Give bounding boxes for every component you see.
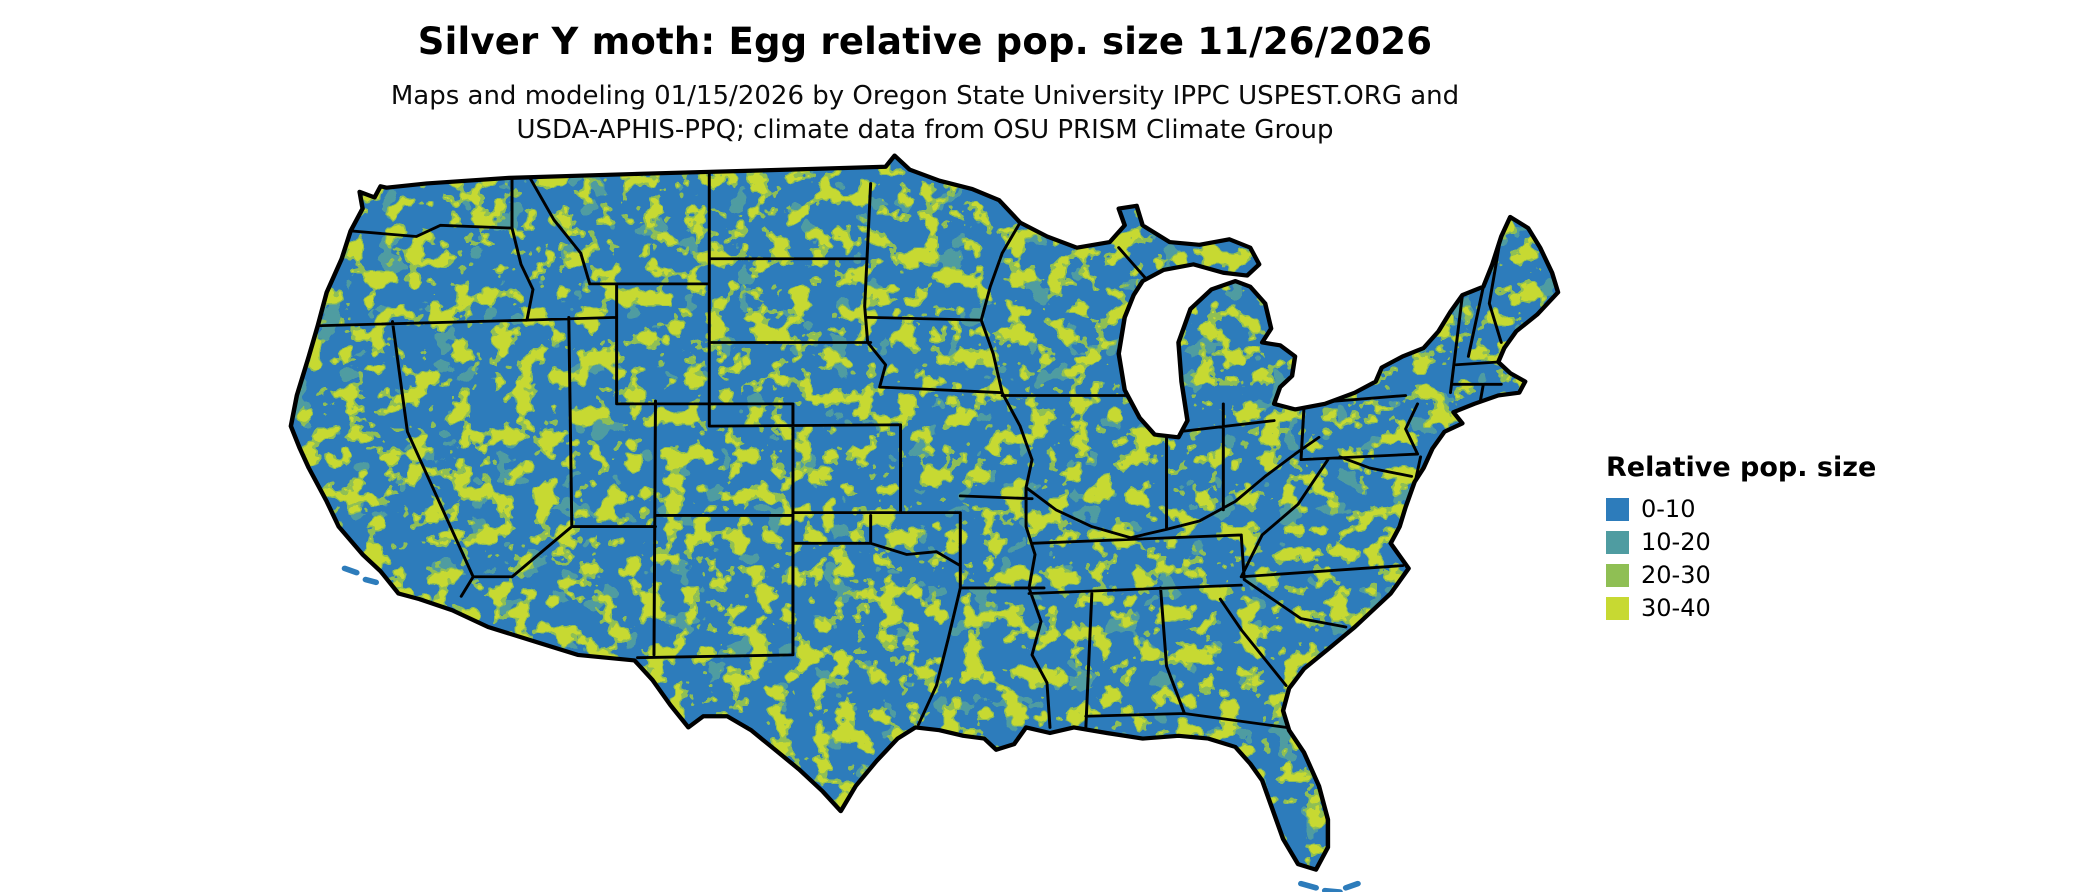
raster-yellow-speckle <box>290 155 1559 870</box>
legend-swatch-0-10 <box>1606 497 1629 521</box>
us-map-svg <box>288 153 1561 892</box>
map-header: Silver Y moth: Egg relative pop. size 11… <box>0 20 1850 148</box>
legend-label-30-40: 30-40 <box>1641 594 1711 622</box>
us-outline <box>288 153 1561 872</box>
map-subtitle-line2: USDA-APHIS-PPQ; climate data from OSU PR… <box>516 115 1334 146</box>
legend-item: 30-40 <box>1606 596 1876 620</box>
state-borders <box>316 172 1503 729</box>
legend-label-20-30: 20-30 <box>1641 561 1711 589</box>
legend-item: 10-20 <box>1606 530 1876 554</box>
channel-islands <box>341 565 380 586</box>
legend-title: Relative pop. size <box>1606 452 1877 483</box>
legend-swatch-30-40 <box>1606 596 1629 620</box>
florida-keys <box>1298 880 1361 892</box>
map-subtitle: Maps and modeling 01/15/2026 by Oregon S… <box>0 79 1850 148</box>
legend-swatch-20-30 <box>1606 563 1629 587</box>
legend-label-10-20: 10-20 <box>1641 528 1711 556</box>
legend-label-0-10: 0-10 <box>1641 495 1696 523</box>
population-raster <box>290 155 1559 870</box>
legend-swatch-10-20 <box>1606 530 1629 554</box>
us-population-map <box>255 150 1570 892</box>
legend-item: 20-30 <box>1606 563 1876 587</box>
map-subtitle-line1: Maps and modeling 01/15/2026 by Oregon S… <box>390 81 1460 111</box>
map-title: Silver Y moth: Egg relative pop. size 11… <box>417 20 1433 63</box>
legend-item: 0-10 <box>1606 497 1876 521</box>
map-legend: Relative pop. size 0-10 10-20 20-30 30-4… <box>1606 452 1876 629</box>
